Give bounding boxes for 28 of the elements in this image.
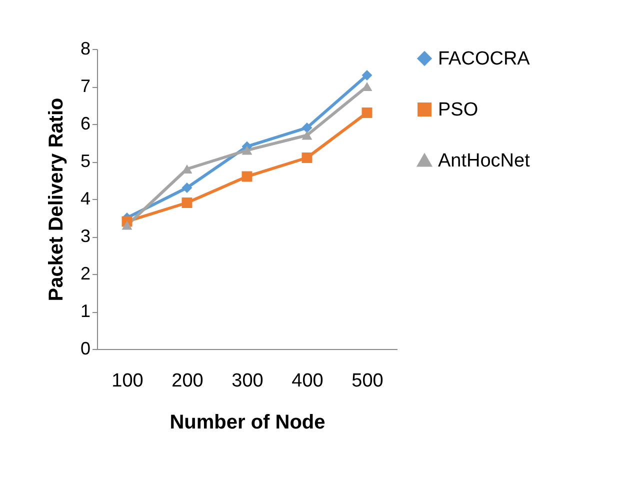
point — [302, 152, 312, 163]
x-tick-label: 400 — [292, 370, 324, 392]
x-tick-label: 300 — [232, 370, 264, 392]
x-axis-title: Number of Node — [170, 412, 326, 434]
y-tick-label: 2 — [80, 264, 90, 284]
y-tick-label: 3 — [80, 226, 90, 246]
y-tick-label: 0 — [80, 338, 90, 358]
y-tick-label: 4 — [80, 188, 90, 208]
y-tick-label: 5 — [80, 151, 90, 171]
legend-label: AntHocNet — [438, 150, 531, 172]
legend-label: PSO — [438, 100, 478, 120]
y-tick-label: 7 — [80, 76, 90, 96]
point — [182, 182, 192, 193]
y-tick-label: 8 — [80, 38, 90, 58]
y-tick-label: 6 — [80, 114, 90, 134]
legend-label: FACOCRA — [438, 48, 530, 70]
point — [242, 171, 252, 182]
point — [182, 198, 192, 208]
x-tick-label: 100 — [112, 370, 144, 392]
y-axis-title: Packet Delivery Ratio — [45, 98, 68, 302]
point — [302, 130, 312, 140]
point — [242, 146, 252, 155]
point — [122, 220, 132, 230]
x-tick-label: 500 — [352, 370, 384, 392]
point — [362, 70, 372, 80]
point — [362, 108, 372, 118]
y-tick-label: 1 — [80, 301, 90, 321]
x-tick-label: 200 — [172, 370, 204, 392]
